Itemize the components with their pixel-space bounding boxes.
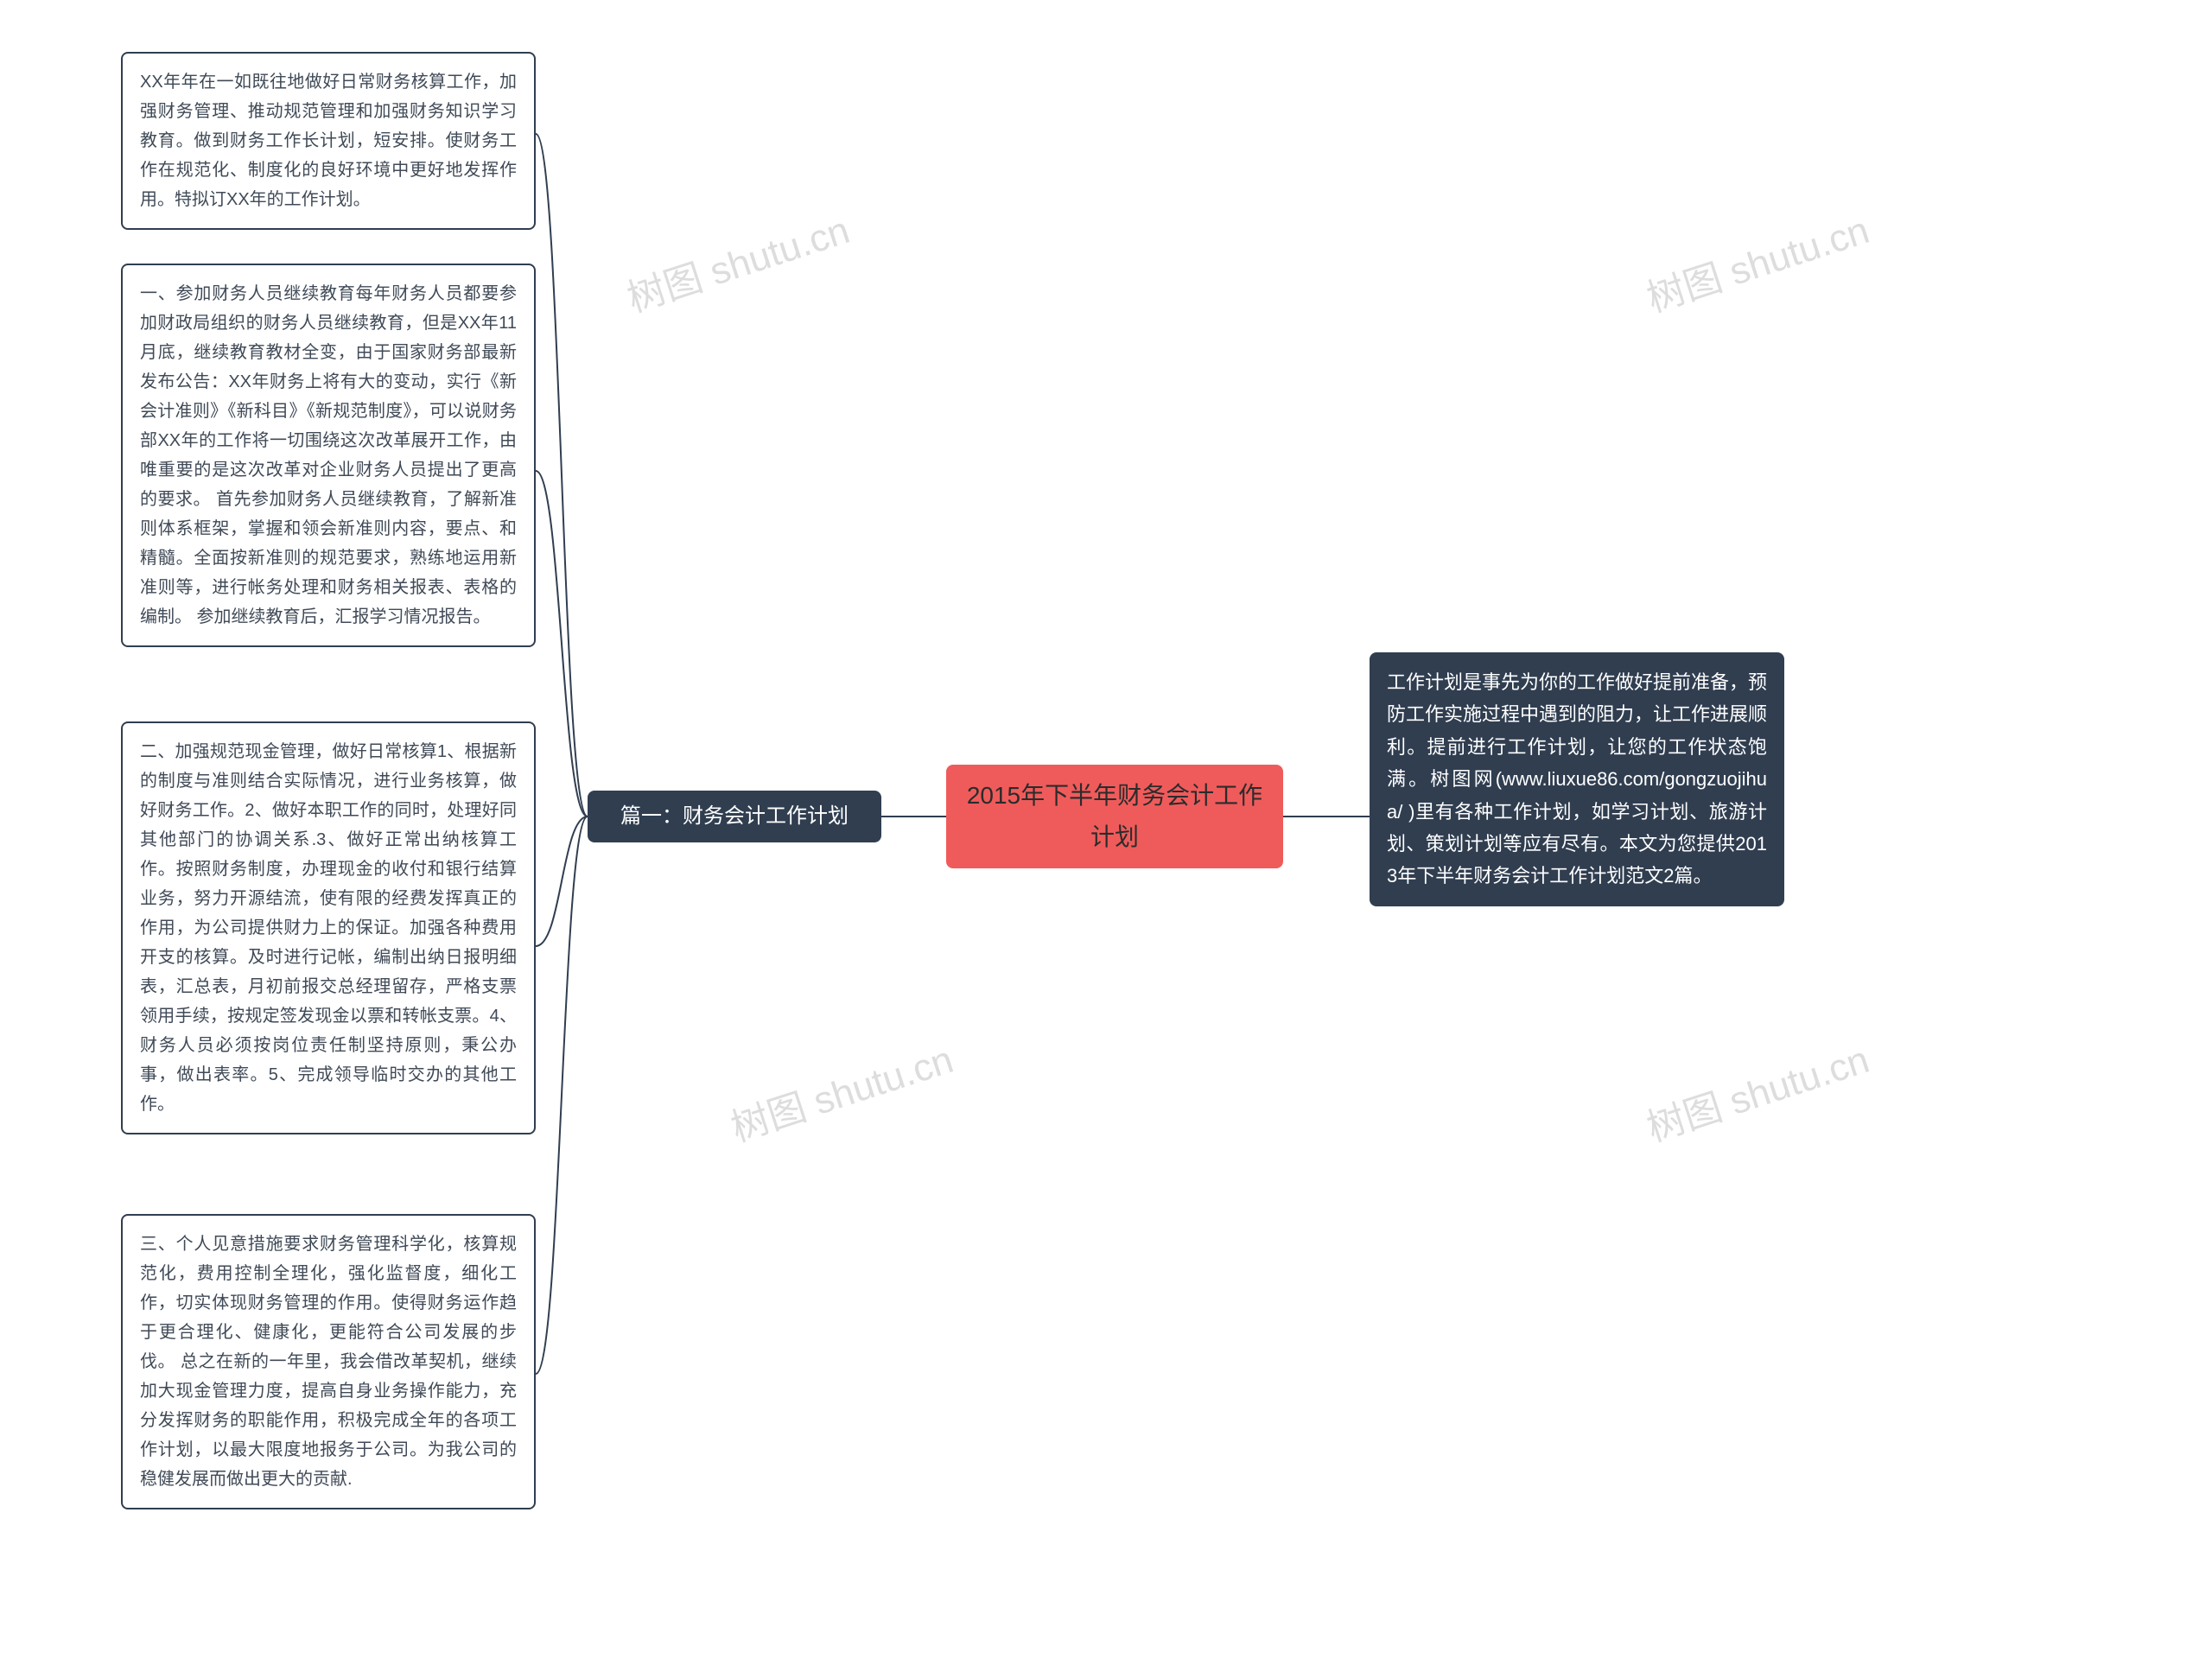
watermark: 树图 shutu.cn [1639, 1028, 1875, 1152]
mindmap-leaf-1[interactable]: 一、参加财务人员继续教育每年财务人员都要参加财政局组织的财务人员继续教育，但是X… [121, 264, 536, 647]
mindmap-leaf-3[interactable]: 三、个人见意措施要求财务管理科学化，核算规范化，费用控制全理化，强化监督度，细化… [121, 1214, 536, 1509]
mindmap-leaf-2[interactable]: 二、加强规范现金管理，做好日常核算1、根据新的制度与准则结合实际情况，进行业务核… [121, 721, 536, 1134]
mindmap-right-node[interactable]: 工作计划是事先为你的工作做好提前准备，预防工作实施过程中遇到的阻力，让工作进展顺… [1370, 652, 1784, 906]
mindmap-root-node[interactable]: 2015年下半年财务会计工作计划 [946, 765, 1283, 868]
mindmap-leaf-0[interactable]: XX年年在一如既往地做好日常财务核算工作，加强财务管理、推动规范管理和加强财务知… [121, 52, 536, 230]
mindmap-left-branch[interactable]: 篇一：财务会计工作计划 [588, 791, 881, 842]
watermark: 树图 shutu.cn [723, 1028, 959, 1152]
watermark: 树图 shutu.cn [620, 199, 855, 322]
watermark: 树图 shutu.cn [1639, 199, 1875, 322]
